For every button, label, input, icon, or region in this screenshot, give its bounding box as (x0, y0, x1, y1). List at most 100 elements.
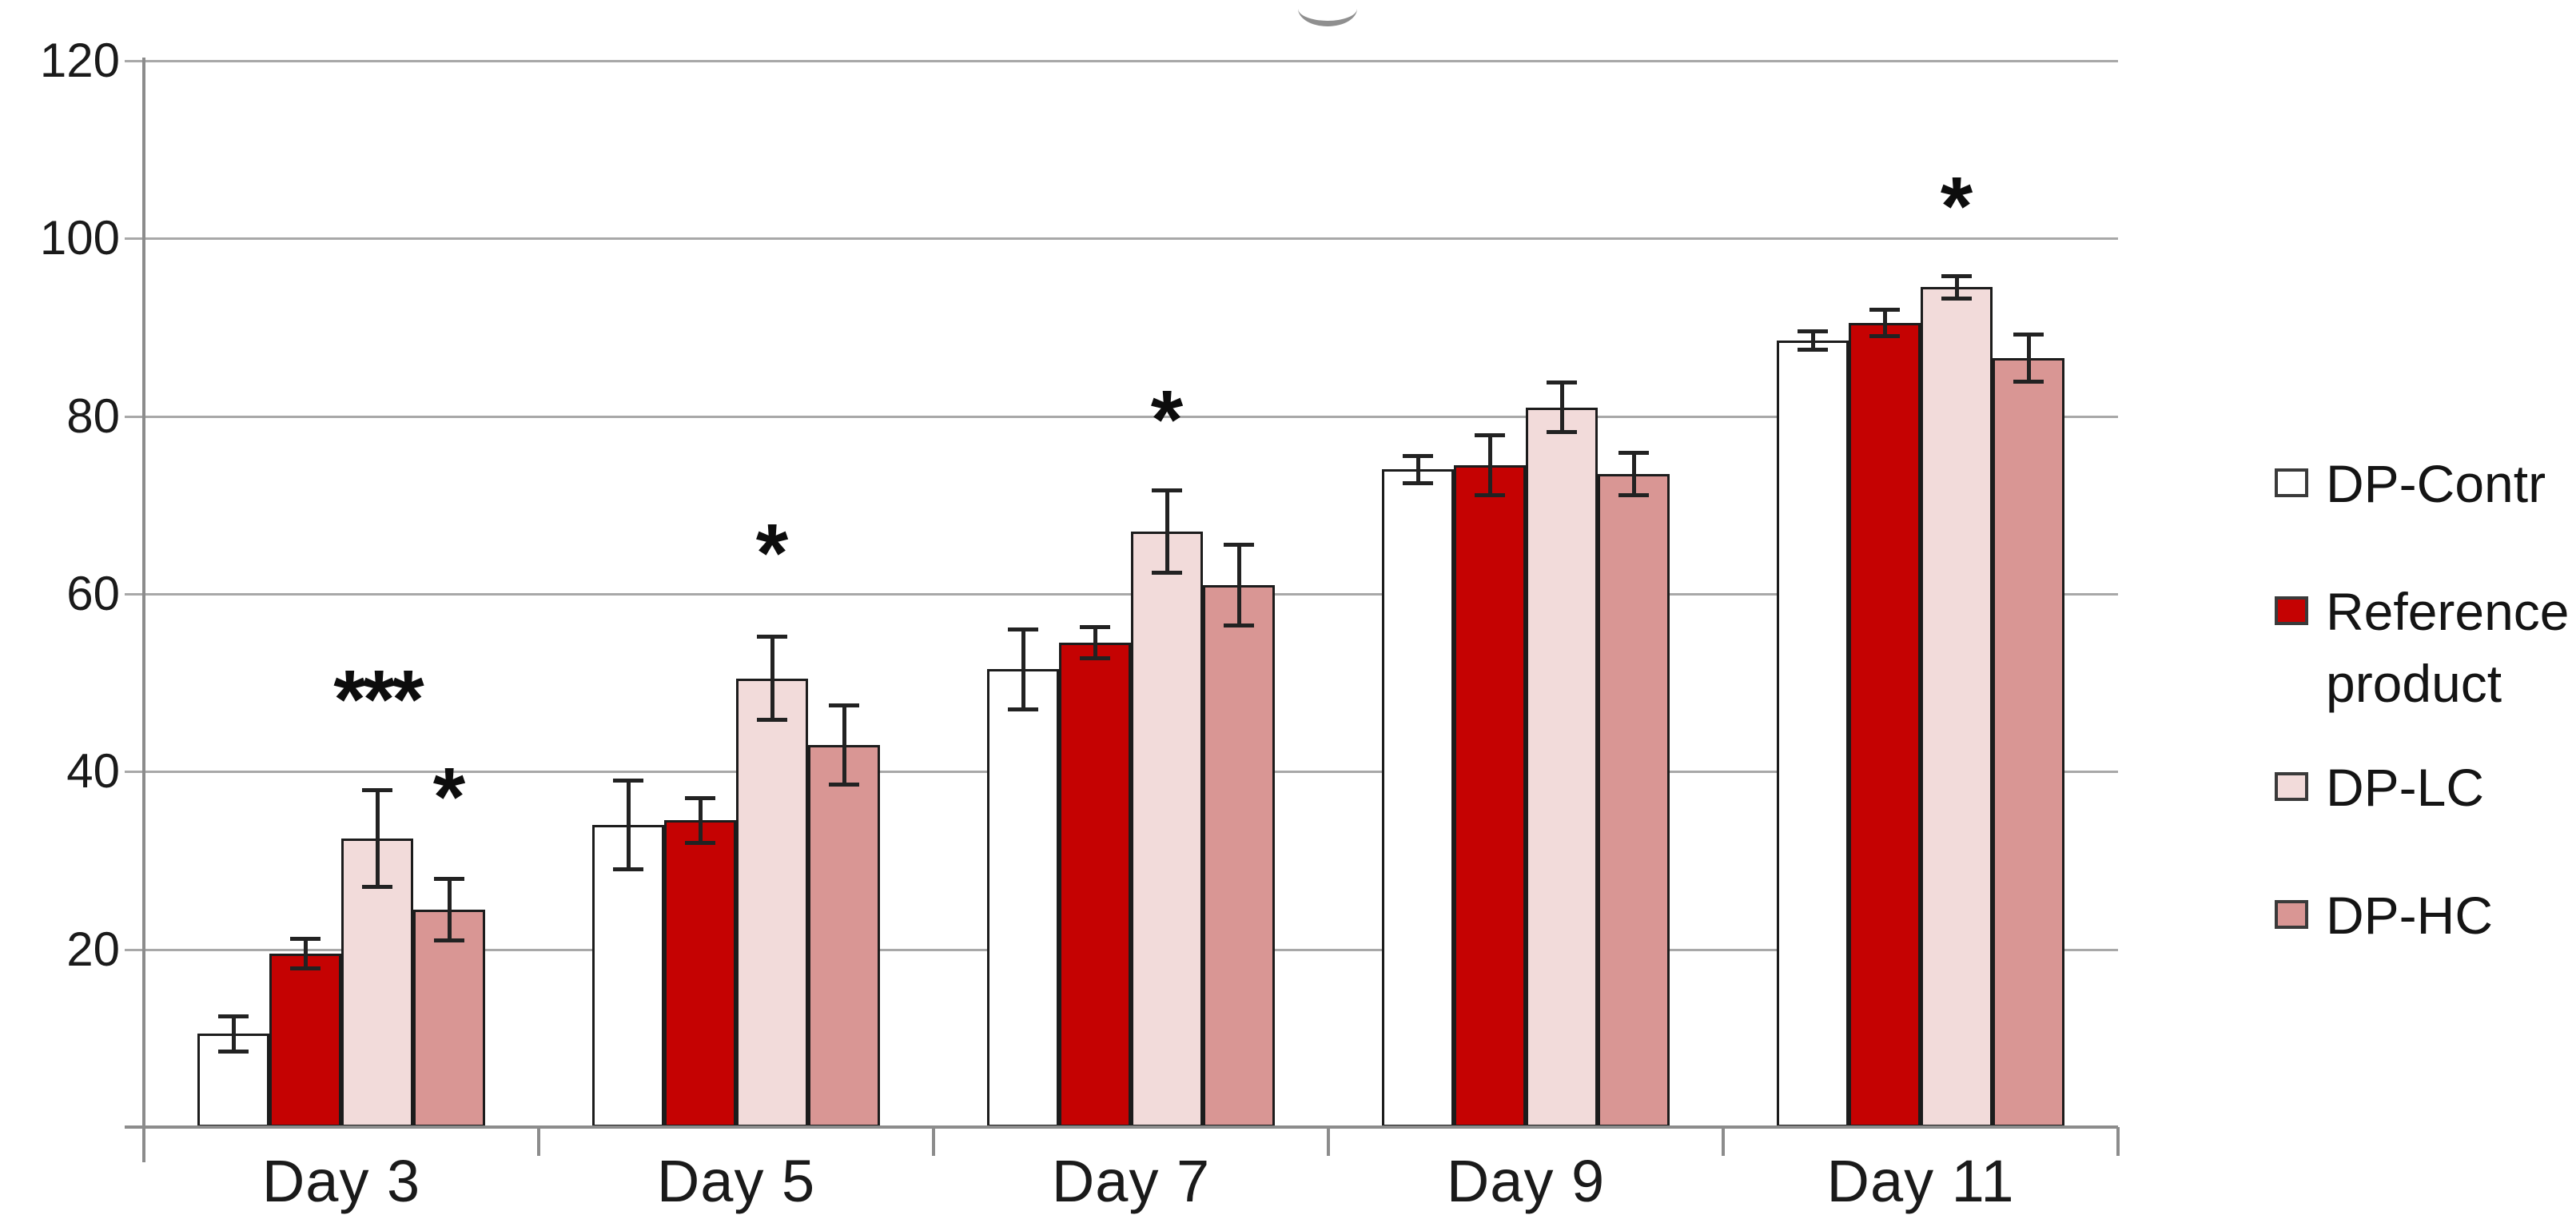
error-bar-cap-bottom (613, 866, 643, 871)
error-bar (304, 938, 308, 970)
error-bar-cap-bottom (1941, 296, 1972, 301)
x-axis-tick (2116, 1127, 2120, 1156)
error-bar (1021, 629, 1025, 710)
error-bar (770, 636, 774, 720)
legend-item-dp-contr: DP-Contr (2275, 448, 2576, 520)
error-bar-cap-top (290, 937, 321, 942)
legend-item-reference-product: Reference product (2275, 576, 2576, 719)
error-bar-cap-bottom (1475, 492, 1505, 497)
error-bar (842, 704, 846, 785)
significance-marker: * (432, 751, 466, 844)
error-bar-cap-top (613, 779, 643, 783)
error-bar (1488, 435, 1492, 496)
y-axis-tick-label: 20 (66, 922, 120, 976)
error-bar-cap-bottom (434, 938, 464, 942)
legend-swatch (2275, 900, 2308, 929)
bar-dp-hc-day-7 (1203, 584, 1275, 1127)
error-bar (1811, 330, 1815, 351)
significance-marker: * (1940, 160, 1973, 253)
error-bar-cap-bottom (1008, 707, 1038, 711)
error-bar-cap-bottom (290, 966, 321, 971)
error-bar-cap-bottom (218, 1049, 249, 1054)
error-bar (1165, 489, 1169, 574)
x-axis-category-label: Day 7 (1051, 1148, 1211, 1214)
error-bar-cap-bottom (1618, 492, 1649, 497)
bar-dp-lc-day-5 (736, 678, 808, 1127)
legend-item-dp-hc: DP-HC (2275, 879, 2576, 951)
bar-reference-product-day-3 (269, 954, 341, 1127)
error-bar (448, 878, 452, 941)
error-bar-cap-top (1080, 625, 1110, 630)
significance-marker: * (1150, 373, 1184, 467)
x-axis-tick (1722, 1127, 1725, 1156)
bar-dp-contr-day-11 (1777, 341, 1849, 1127)
bar-dp-lc-day-7 (1131, 532, 1203, 1127)
error-bar (1632, 452, 1636, 496)
error-bar-cap-top (434, 876, 464, 881)
gridline-100 (125, 237, 2118, 241)
gridline-60 (125, 593, 2118, 596)
bar-dp-lc-day-11 (1921, 287, 1993, 1127)
x-axis-tick (932, 1127, 935, 1156)
error-bar (1237, 544, 1241, 626)
bar-dp-hc-day-11 (1993, 358, 2064, 1127)
error-bar-cap-top (829, 703, 859, 707)
error-bar-cap-bottom (1080, 656, 1110, 661)
bar-dp-hc-day-3 (413, 909, 485, 1127)
legend-item-dp-lc: DP-LC (2275, 751, 2576, 823)
bar-reference-product-day-9 (1454, 464, 1526, 1127)
gridline-120 (125, 60, 2118, 62)
error-bar-cap-top (1547, 380, 1577, 385)
bar-reference-product-day-11 (1849, 322, 1921, 1127)
error-bar (1955, 276, 1959, 299)
error-bar (232, 1016, 236, 1052)
legend-label: Reference product (2326, 582, 2570, 713)
error-bar-cap-bottom (685, 841, 715, 846)
cropped-glyph-artifact (1298, 3, 1357, 26)
error-bar (1560, 382, 1564, 432)
y-axis-tick-label: 80 (66, 388, 120, 443)
y-axis-tick-label: 100 (39, 211, 120, 265)
bar-dp-contr-day-9 (1382, 469, 1454, 1127)
error-bar (1093, 627, 1097, 659)
error-bar-cap-top (1224, 542, 1254, 547)
error-bar-cap-bottom (362, 884, 392, 889)
x-axis-line (125, 1125, 2118, 1129)
error-bar (1416, 455, 1420, 484)
x-axis-tick (1327, 1127, 1330, 1156)
error-bar (2027, 334, 2031, 383)
bar-dp-contr-day-7 (987, 669, 1059, 1127)
gridline-80 (125, 415, 2118, 418)
legend-swatch (2275, 596, 2308, 625)
legend-label: DP-Contr (2326, 454, 2546, 513)
error-bar-cap-top (1869, 308, 1900, 313)
bar-reference-product-day-7 (1059, 643, 1131, 1127)
x-axis-category-label: Day 9 (1446, 1148, 1606, 1214)
error-bar (699, 797, 703, 844)
error-bar-cap-top (757, 635, 787, 639)
error-bar-cap-top (1798, 329, 1828, 333)
x-axis-category-label: Day 3 (261, 1148, 421, 1214)
error-bar (1883, 309, 1887, 337)
error-bar-cap-top (685, 795, 715, 800)
error-bar-cap-bottom (2013, 380, 2044, 384)
error-bar-cap-top (1618, 451, 1649, 456)
legend-swatch (2275, 772, 2308, 801)
y-axis-tick-label: 120 (39, 34, 120, 87)
error-bar (627, 780, 631, 870)
legend-label: DP-LC (2326, 758, 2485, 817)
y-axis-tick-label: 60 (66, 567, 120, 620)
error-bar-cap-bottom (1547, 429, 1577, 434)
error-bar (376, 789, 380, 887)
significance-marker: *** (333, 653, 424, 747)
error-bar-cap-top (362, 787, 392, 792)
bar-dp-hc-day-9 (1598, 473, 1670, 1127)
y-axis-line (142, 58, 145, 1162)
x-axis-category-label: Day 5 (656, 1148, 816, 1214)
error-bar-cap-top (1475, 433, 1505, 437)
bar-reference-product-day-5 (664, 820, 736, 1127)
error-bar-cap-top (218, 1014, 249, 1019)
bar-dp-hc-day-5 (808, 744, 880, 1127)
error-bar-cap-bottom (1152, 571, 1182, 576)
